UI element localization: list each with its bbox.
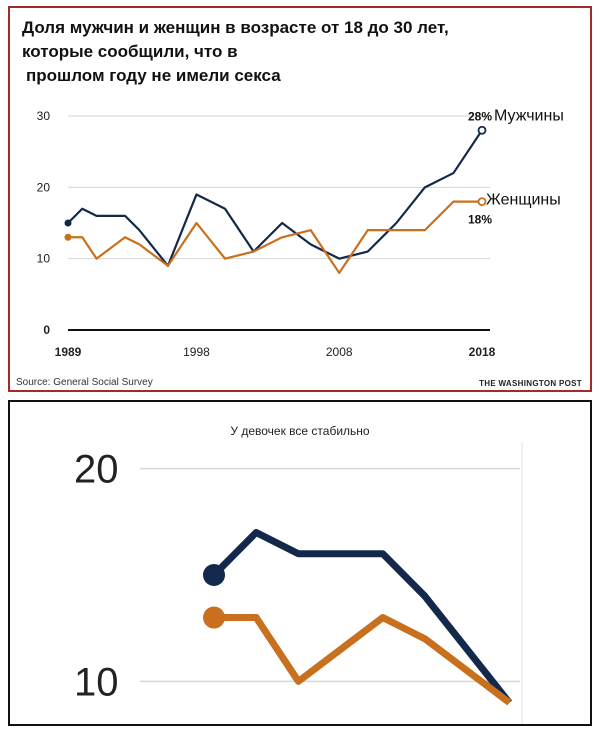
x-tick-label: 2018 xyxy=(469,345,496,359)
series-start-point-women xyxy=(203,606,225,629)
series-line-men xyxy=(67,129,483,267)
series-start-point-men xyxy=(64,219,72,227)
legend-label-men: Мужчины xyxy=(494,107,564,124)
zoom-chart-panel: У девочек все стабильно 10 20 xyxy=(8,400,592,726)
chart-title-line-1: Доля мужчин и женщин в возрасте от 18 до… xyxy=(22,18,449,37)
y-tick-label: 0 xyxy=(43,323,50,337)
series-line-women xyxy=(214,614,512,706)
y-tick-label: 20 xyxy=(37,180,51,194)
zoom-line-chart: 10 20 xyxy=(74,442,523,724)
publisher-logo: THE WASHINGTON POST xyxy=(479,379,582,388)
x-tick-label: 2008 xyxy=(326,345,353,359)
end-label-men-value: 28% xyxy=(468,109,492,123)
series-end-point-women xyxy=(477,197,487,207)
series-line-men xyxy=(211,528,513,705)
end-label-women-value: 18% xyxy=(468,213,492,227)
line-chart: 0 10 20 30 1989 1998 2008 2018 28% 18% Мужчины Женщ… xyxy=(37,107,564,359)
source-note: Source: General Social Survey xyxy=(16,377,153,388)
series-line-women xyxy=(68,200,482,275)
zoom-chart-title: У девочек все стабильно xyxy=(230,424,370,438)
y-tick-label: 20 xyxy=(74,448,119,492)
x-tick-label: 1998 xyxy=(183,345,210,359)
series-start-point-men xyxy=(203,564,225,586)
y-tick-label: 30 xyxy=(37,109,51,123)
chart-title-line-3: прошлом году не имели секса xyxy=(26,66,281,85)
top-chart-panel: Доля мужчин и женщин в возрасте от 18 до… xyxy=(8,6,592,392)
series-start-point-women xyxy=(64,233,72,241)
y-tick-label: 10 xyxy=(74,660,119,704)
series-end-point-men xyxy=(477,125,487,135)
chart-title-line-2: которые сообщили, что в xyxy=(22,42,238,61)
legend-label-women: Женщины xyxy=(486,192,561,209)
y-tick-label: 10 xyxy=(37,252,51,266)
x-tick-label: 1989 xyxy=(55,345,82,359)
